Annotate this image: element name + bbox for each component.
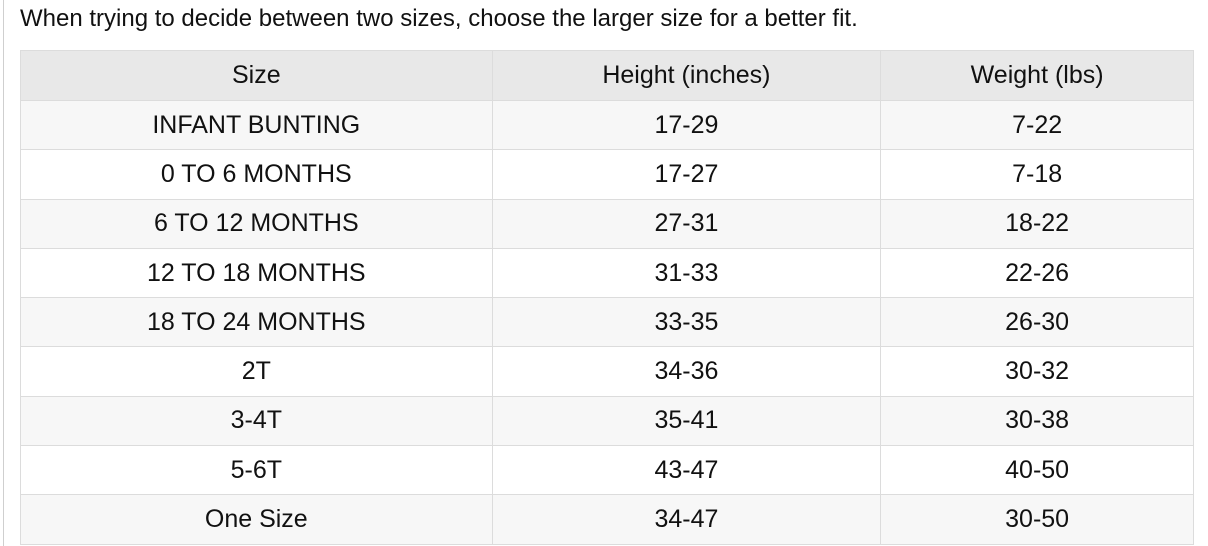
header-height: Height (inches): [491, 50, 882, 101]
cell-size: 3-4T: [20, 395, 493, 447]
size-chart-table: Size Height (inches) Weight (lbs) INFANT…: [20, 50, 1194, 545]
header-weight: Weight (lbs): [880, 50, 1194, 101]
cell-height: 17-29: [491, 99, 882, 151]
cell-weight: 30-32: [880, 346, 1194, 397]
cell-size: INFANT BUNTING: [20, 99, 493, 151]
cell-weight: 18-22: [880, 198, 1194, 249]
table-row: 5-6T 43-47 40-50: [20, 445, 1194, 496]
cell-weight: 22-26: [880, 247, 1194, 299]
cell-weight: 30-38: [880, 395, 1194, 447]
table-row: 3-4T 35-41 30-38: [20, 395, 1194, 447]
cell-size: 18 TO 24 MONTHS: [20, 297, 493, 348]
cell-height: 31-33: [491, 247, 882, 299]
cell-weight: 26-30: [880, 297, 1194, 348]
table-header-row: Size Height (inches) Weight (lbs): [20, 50, 1194, 101]
cell-size: One Size: [20, 494, 493, 545]
table-row: 2T 34-36 30-32: [20, 346, 1194, 397]
table-row: 6 TO 12 MONTHS 27-31 18-22: [20, 198, 1194, 249]
table-row: 0 TO 6 MONTHS 17-27 7-18: [20, 149, 1194, 200]
cell-height: 43-47: [491, 445, 882, 496]
table-row: INFANT BUNTING 17-29 7-22: [20, 99, 1194, 151]
table-row: 12 TO 18 MONTHS 31-33 22-26: [20, 247, 1194, 299]
cell-height: 17-27: [491, 149, 882, 200]
cell-height: 34-36: [491, 346, 882, 397]
cell-height: 35-41: [491, 395, 882, 447]
cell-size: 0 TO 6 MONTHS: [20, 149, 493, 200]
cell-height: 27-31: [491, 198, 882, 249]
cell-size: 2T: [20, 346, 493, 397]
header-size: Size: [20, 50, 493, 101]
cell-weight: 30-50: [880, 494, 1194, 545]
cell-size: 6 TO 12 MONTHS: [20, 198, 493, 249]
left-divider: [3, 0, 4, 546]
cell-weight: 7-18: [880, 149, 1194, 200]
cell-height: 34-47: [491, 494, 882, 545]
table-row: One Size 34-47 30-50: [20, 494, 1194, 545]
cell-size: 5-6T: [20, 445, 493, 496]
cell-size: 12 TO 18 MONTHS: [20, 247, 493, 299]
cell-weight: 7-22: [880, 99, 1194, 151]
size-advice-text: When trying to decide between two sizes,…: [20, 5, 858, 32]
table-row: 18 TO 24 MONTHS 33-35 26-30: [20, 297, 1194, 348]
cell-weight: 40-50: [880, 445, 1194, 496]
cell-height: 33-35: [491, 297, 882, 348]
